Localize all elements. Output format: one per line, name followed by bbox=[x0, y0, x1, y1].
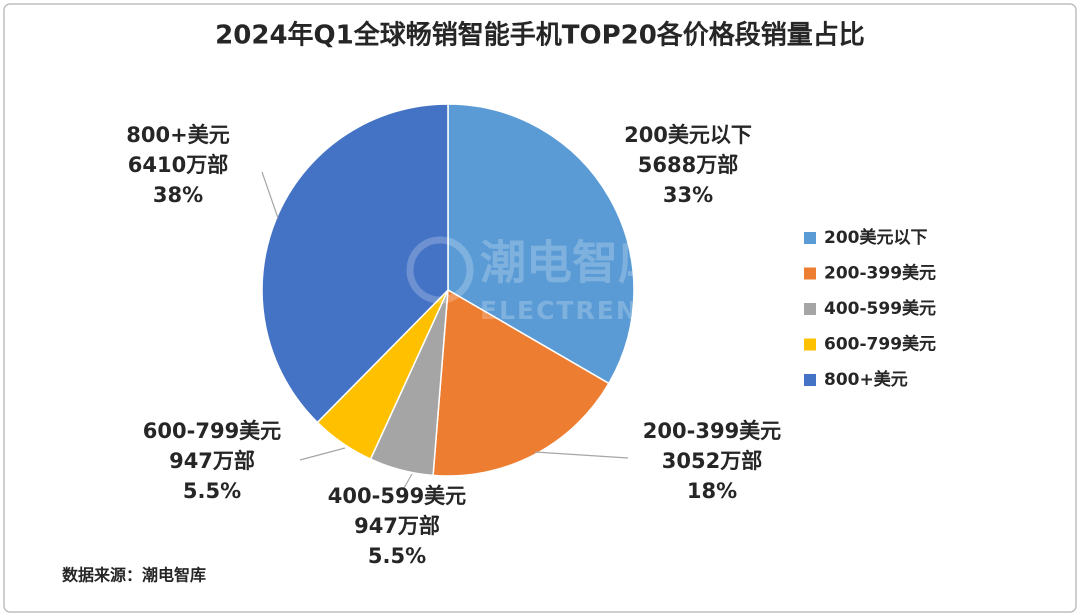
watermark-text: 潮电智库 bbox=[480, 236, 664, 290]
legend-label: 200美元以下 bbox=[824, 227, 928, 248]
slice-category-label: 800+美元 bbox=[126, 123, 229, 147]
slice-percent-label: 5.5% bbox=[183, 479, 241, 503]
slice-value-label: 5688万部 bbox=[638, 153, 738, 177]
legend-swatch bbox=[804, 303, 816, 315]
pie-slice bbox=[447, 103, 635, 385]
legend-label: 800+美元 bbox=[824, 369, 908, 390]
watermark-logo bbox=[406, 236, 474, 304]
slice-value-label: 6410万部 bbox=[128, 153, 228, 177]
source-note: 数据来源：潮电智库 bbox=[62, 566, 206, 585]
slice-category-label: 400-599美元 bbox=[328, 484, 466, 508]
slice-percent-label: 18% bbox=[687, 479, 737, 503]
watermark-sub: ELECTREND.NET bbox=[480, 296, 734, 325]
legend-swatch bbox=[804, 232, 816, 244]
leader-lines bbox=[261, 171, 629, 489]
slice-percent-label: 5.5% bbox=[368, 544, 426, 568]
legend-label: 200-399美元 bbox=[824, 263, 936, 284]
slice-category-label: 600-799美元 bbox=[143, 419, 281, 443]
slice-value-label: 947万部 bbox=[354, 514, 440, 538]
slice-category-label: 200-399美元 bbox=[643, 419, 781, 443]
slice-value-label: 947万部 bbox=[169, 449, 255, 473]
leader-line bbox=[261, 171, 279, 219]
pie-slice bbox=[432, 288, 610, 477]
slice-category-label: 200美元以下 bbox=[624, 123, 752, 147]
leader-line bbox=[299, 447, 346, 461]
legend-label: 400-599美元 bbox=[824, 298, 936, 319]
legend-swatch bbox=[804, 374, 816, 386]
slice-percent-label: 38% bbox=[153, 183, 203, 207]
pie bbox=[261, 103, 635, 477]
leader-line bbox=[403, 473, 413, 489]
pie-slice bbox=[261, 103, 449, 424]
slice-value-label: 3052万部 bbox=[662, 449, 762, 473]
legend-label: 600-799美元 bbox=[824, 334, 936, 355]
watermark: 潮电智库 ELECTREND.NET bbox=[406, 236, 734, 325]
legend-swatch bbox=[804, 267, 816, 280]
legend-swatch bbox=[804, 338, 816, 351]
slice-percent-label: 33% bbox=[663, 183, 713, 207]
leader-line bbox=[534, 451, 629, 459]
chart-title: 2024年Q1全球畅销智能手机TOP20各价格段销量占比 bbox=[215, 20, 865, 51]
